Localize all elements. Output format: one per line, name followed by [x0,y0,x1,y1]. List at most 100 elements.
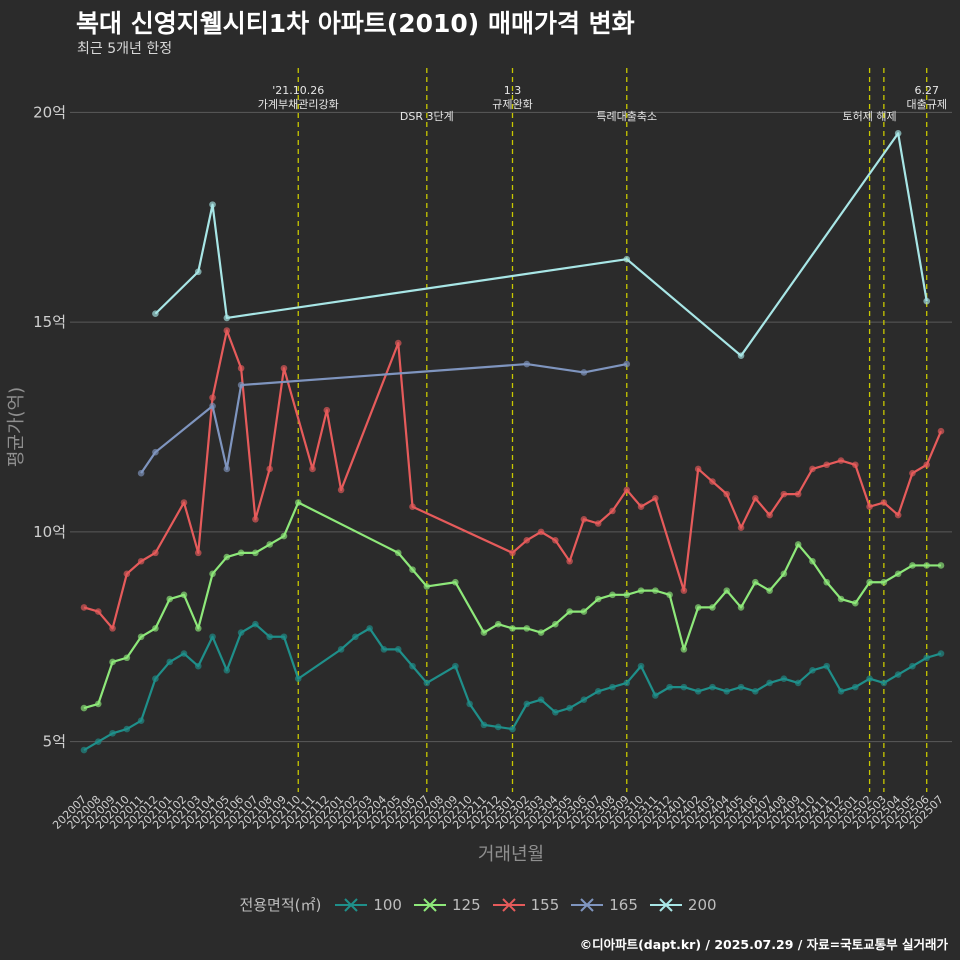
data-point-125 [823,578,831,586]
legend-item-155: 155 [491,896,559,914]
data-point-125 [209,570,216,578]
data-point-165 [209,402,216,410]
data-point-155 [194,549,202,557]
data-point-155 [409,503,416,511]
data-point-200 [623,255,631,263]
data-point-100 [223,667,231,674]
chart-subtitle: 최근 5개년 한정 [77,41,173,57]
data-point-100 [794,679,802,687]
data-point-155 [766,511,773,519]
data-point-100 [137,717,145,724]
data-point-125 [880,578,888,586]
data-point-100 [709,683,716,691]
data-point-155 [680,587,688,594]
data-point-125 [652,587,659,594]
data-point-155 [723,490,731,498]
data-point-125 [252,549,259,557]
legend: 전용면적(㎡) 100 125 155 165 200 [0,894,960,915]
data-point-125 [780,570,788,578]
data-point-155 [937,427,945,435]
data-point-155 [552,536,559,544]
data-point-155 [709,478,716,485]
data-point-100 [680,683,688,691]
data-point-100 [666,683,673,691]
data-point-155 [923,461,931,469]
data-point-100 [394,646,402,653]
data-point-125 [237,549,245,557]
data-point-155 [837,457,845,464]
legend-item-200: 200 [648,896,717,914]
x-axis-title: 거래년월 [478,844,544,865]
event-label: 6.27 대출규제 [906,84,946,111]
data-point-200 [894,130,902,137]
data-point-100 [452,662,459,670]
data-point-155 [609,507,616,515]
data-point-155 [80,604,88,611]
data-point-100 [166,658,173,666]
data-point-200 [194,268,202,276]
data-point-125 [509,625,516,632]
data-point-125 [394,549,402,557]
data-point-125 [94,700,102,708]
data-point-155 [752,495,759,502]
data-point-100 [352,633,359,641]
data-point-155 [152,549,159,557]
event-label: '21.10.26 가계부채관리강화 [258,84,339,111]
data-point-100 [194,662,202,670]
data-point-165 [152,448,159,456]
data-point-100 [694,688,702,695]
data-point-125 [837,595,845,603]
data-point-165 [523,360,531,368]
data-point-125 [680,646,688,653]
y-axis-title: 평균가(억) [6,387,27,467]
data-point-155 [94,608,102,615]
data-point-100 [766,679,773,687]
data-point-125 [594,595,602,603]
legend-key-165 [571,897,604,912]
data-point-100 [737,683,745,691]
data-point-100 [80,746,88,754]
data-point-125 [409,566,416,573]
legend-key-125 [413,897,446,912]
data-point-155 [109,625,116,632]
data-point-125 [537,629,545,636]
data-point-100 [294,675,302,683]
data-point-125 [866,578,873,586]
data-point-125 [152,625,159,632]
data-point-125 [494,620,502,628]
series-line-200 [154,132,928,357]
data-point-125 [752,578,759,586]
data-point-100 [480,721,488,729]
legend-label-165: 165 [609,895,638,914]
data-point-125 [194,625,202,632]
data-point-125 [452,578,459,586]
data-point-165 [137,469,145,477]
data-point-155 [823,461,831,469]
data-point-125 [809,557,816,565]
data-point-125 [909,562,916,569]
data-point-125 [709,604,716,611]
data-point-100 [280,633,288,641]
event-label: DSR 3단계 [400,110,454,123]
data-point-155 [537,528,545,536]
legend-title: 전용면적(㎡) [239,896,322,914]
data-point-155 [909,469,916,477]
data-point-100 [266,633,273,641]
data-point-125 [852,599,859,607]
data-point-155 [123,570,131,578]
data-point-100 [337,646,345,653]
data-point-100 [94,738,102,745]
data-point-155 [180,499,188,506]
data-point-155 [780,490,788,498]
data-point-155 [623,486,631,494]
data-point-100 [923,654,931,662]
data-point-125 [723,587,731,594]
data-point-100 [252,620,259,628]
legend-label-200: 200 [687,895,717,914]
data-point-100 [580,696,588,704]
data-point-155 [894,511,902,519]
data-point-125 [794,541,802,548]
data-point-100 [866,675,873,683]
data-point-155 [594,520,602,527]
